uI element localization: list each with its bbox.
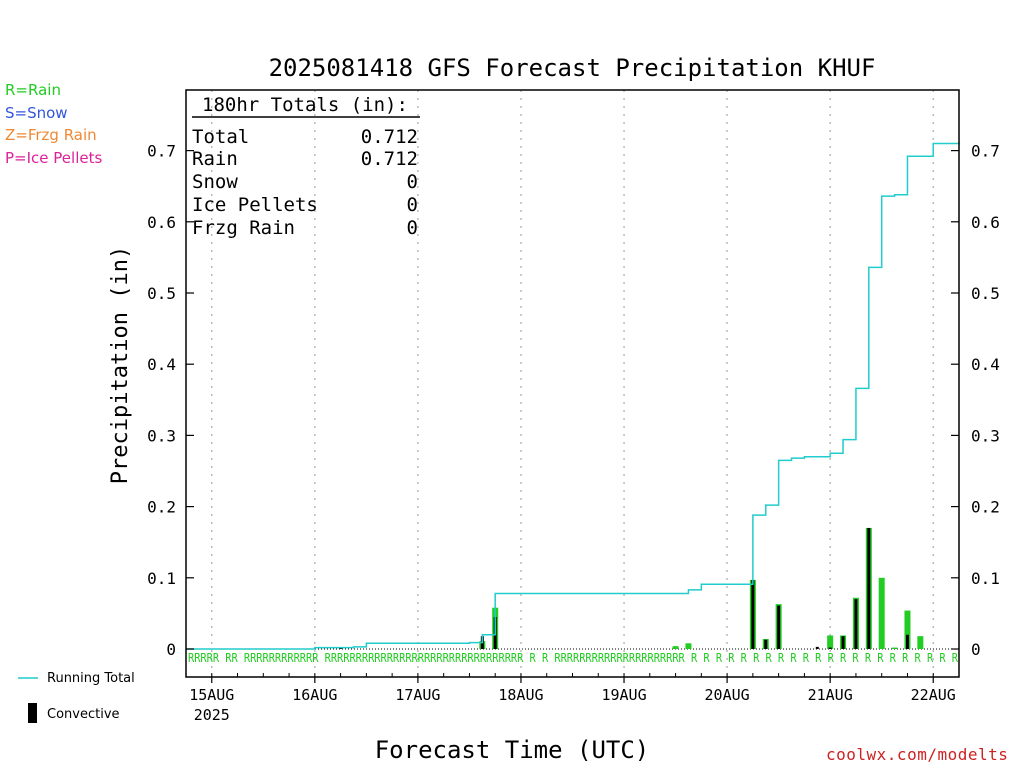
convective-bar <box>815 646 819 649</box>
precip-bar <box>672 646 679 649</box>
convective-bar <box>905 634 909 649</box>
x-tick-label: 21AUG <box>808 686 853 704</box>
precip-bar <box>878 577 885 649</box>
x-tick-label: 18AUG <box>498 686 543 704</box>
precip-bar <box>917 636 924 649</box>
x-tick-label: 17AUG <box>395 686 440 704</box>
totals-label-snow: Snow <box>192 171 238 193</box>
x-tick-label: 15AUG <box>189 686 234 704</box>
x-tick-label: 16AUG <box>292 686 337 704</box>
bars-layer <box>339 527 924 649</box>
y-tick-label: 0 <box>166 640 176 659</box>
grid-lines <box>186 90 959 677</box>
precip-bar <box>904 610 911 649</box>
totals-value-snow: 0 <box>407 171 418 193</box>
y-tick-label: 0.4 <box>147 355 176 374</box>
x-tick-label: 19AUG <box>601 686 646 704</box>
convective-legend-label: Convective <box>47 707 120 722</box>
totals-value-ice-pellets: 0 <box>407 194 418 216</box>
y-tick-label-right: 0.3 <box>971 426 1000 445</box>
convective-bar <box>841 636 845 649</box>
running-total-legend-label: Running Total <box>47 671 135 686</box>
precip-bar <box>685 643 692 649</box>
totals-heading: 180hr Totals (in): <box>202 94 408 116</box>
y-tick-label: 0.6 <box>147 213 176 232</box>
x-year-label: 2025 <box>194 706 230 724</box>
precip-bar <box>891 647 898 649</box>
y-tick-label-right: 0.5 <box>971 284 1000 303</box>
series-legend: Running Total Convective <box>18 671 135 723</box>
convective-bar <box>764 639 768 649</box>
precip-type-strip: RRRRR RR RRRRRRRRRRRR RRRRRRRRRRRRRRRRRR… <box>188 651 959 665</box>
totals-label-rain: Rain <box>192 148 238 170</box>
convective-bar <box>777 605 781 649</box>
y-tick-label: 0.2 <box>147 498 176 517</box>
convective-bar <box>867 527 871 649</box>
y-tick-label-right: 0 <box>971 640 981 659</box>
totals-label-ice-pellets: Ice Pellets <box>192 194 318 216</box>
precip-bar <box>827 635 834 649</box>
convective-bar <box>854 599 858 649</box>
legend-snow: S=Snow <box>5 104 68 122</box>
totals-value-rain: 0.712 <box>361 148 418 170</box>
y-tick-label-right: 0.1 <box>971 569 1000 588</box>
y-axis-label: Precipitation (in) <box>108 246 133 484</box>
y-axis-ticks: 0 00.1 0.10.2 0.20.3 0.30.4 0.40.5 0.50.6 0.60.… <box>147 142 1000 659</box>
convective-bar <box>751 579 755 649</box>
legend-rain: R=Rain <box>5 81 61 99</box>
credit-link[interactable]: coolwx.com/modelts <box>826 745 1009 764</box>
convective-bar <box>828 647 832 649</box>
x-axis-label: Forecast Time (UTC) <box>375 736 650 764</box>
x-tick-label: 22AUG <box>911 686 956 704</box>
legend-frzg-rain: Z=Frzg Rain <box>5 126 97 144</box>
x-tick-label: 20AUG <box>705 686 750 704</box>
y-tick-label-right: 0.4 <box>971 355 1000 374</box>
totals-value-frzg-rain: 0 <box>407 217 418 239</box>
y-tick-label: 0.3 <box>147 426 176 445</box>
y-tick-label: 0.5 <box>147 284 176 303</box>
totals-box: 180hr Totals (in): Total 0.712 Rain 0.71… <box>192 94 420 239</box>
y-tick-label-right: 0.6 <box>971 213 1000 232</box>
totals-label-frzg-rain: Frzg Rain <box>192 217 295 239</box>
y-tick-label-right: 0.7 <box>971 142 1000 161</box>
chart-title: 2025081418 GFS Forecast Precipitation KH… <box>269 54 876 82</box>
running-total-line <box>186 142 960 650</box>
totals-label-total: Total <box>192 126 249 148</box>
y-tick-label-right: 0.2 <box>971 498 1000 517</box>
y-tick-label: 0.7 <box>147 142 176 161</box>
totals-value-total: 0.712 <box>361 126 418 148</box>
legend-ice-pellets: P=Ice Pellets <box>5 149 103 167</box>
convective-legend-swatch <box>28 703 37 723</box>
plot-frame <box>185 89 960 678</box>
x-axis-ticks: 15AUG 16AUG 17AUG 18AUG 19AUG 20AUG 21AUG 22AUG… <box>189 673 956 724</box>
y-tick-label: 0.1 <box>147 569 176 588</box>
